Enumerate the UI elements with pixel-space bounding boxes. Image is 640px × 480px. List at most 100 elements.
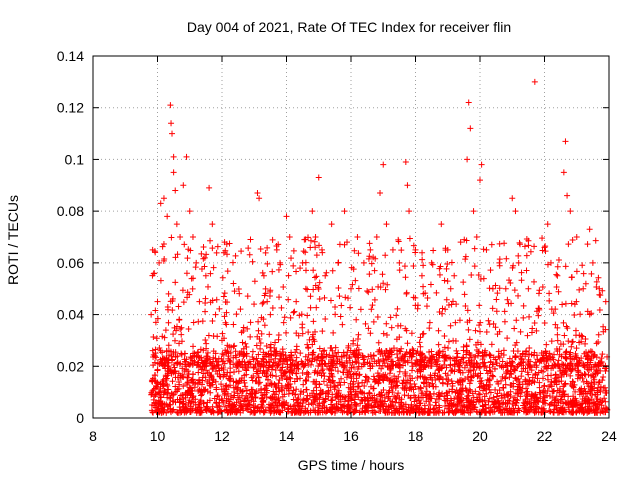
data-point xyxy=(224,342,231,349)
data-point xyxy=(362,409,369,416)
data-point xyxy=(234,362,241,369)
data-point xyxy=(299,399,306,406)
data-point xyxy=(456,317,463,324)
data-point xyxy=(305,344,312,351)
data-point xyxy=(418,390,425,397)
data-point xyxy=(554,272,561,279)
data-point xyxy=(456,388,463,395)
data-point xyxy=(562,349,569,356)
data-point xyxy=(496,285,503,292)
data-point xyxy=(490,320,497,327)
data-point xyxy=(540,399,547,406)
data-point xyxy=(186,208,193,215)
data-point xyxy=(160,241,167,248)
data-point xyxy=(389,358,396,365)
data-point xyxy=(377,190,384,197)
data-point xyxy=(443,265,450,272)
data-point xyxy=(441,354,448,361)
data-point xyxy=(517,241,524,248)
data-point xyxy=(355,394,362,401)
data-point xyxy=(417,349,424,356)
data-point xyxy=(209,221,216,228)
data-point xyxy=(207,360,214,367)
data-point xyxy=(431,405,438,412)
data-point xyxy=(444,405,451,412)
data-point xyxy=(299,259,306,266)
data-point xyxy=(247,333,254,340)
data-point xyxy=(401,263,408,270)
data-point xyxy=(582,405,589,412)
data-point xyxy=(421,374,428,381)
data-point xyxy=(161,388,168,395)
data-point xyxy=(345,401,352,408)
data-point xyxy=(268,380,275,387)
data-point xyxy=(322,272,329,279)
data-point xyxy=(313,273,320,280)
data-point xyxy=(438,221,445,228)
data-point xyxy=(276,377,283,384)
data-point xyxy=(240,405,247,412)
data-point xyxy=(555,357,562,364)
data-point xyxy=(195,349,202,356)
data-point xyxy=(225,350,232,357)
data-point xyxy=(481,359,488,366)
data-point xyxy=(525,242,532,249)
data-point xyxy=(309,208,316,215)
data-point xyxy=(371,267,378,274)
data-point xyxy=(600,373,607,380)
data-point xyxy=(318,246,325,253)
data-point xyxy=(232,252,239,259)
data-point xyxy=(515,292,522,299)
data-point xyxy=(560,361,567,368)
data-point xyxy=(549,394,556,401)
data-point xyxy=(181,356,188,363)
data-point xyxy=(177,326,184,333)
data-point xyxy=(326,373,333,380)
data-point xyxy=(351,408,358,415)
data-point xyxy=(163,375,170,382)
data-point xyxy=(521,243,528,250)
data-point xyxy=(442,397,449,404)
data-point xyxy=(509,195,516,202)
data-point xyxy=(423,388,430,395)
data-point xyxy=(353,403,360,410)
x-tick-label: 8 xyxy=(89,428,97,444)
data-point xyxy=(589,385,596,392)
data-point xyxy=(460,343,467,350)
data-point xyxy=(531,320,538,327)
data-point xyxy=(264,260,271,267)
data-point xyxy=(224,409,231,416)
data-point xyxy=(240,327,247,334)
data-point xyxy=(468,357,475,364)
data-point xyxy=(593,340,600,347)
data-point xyxy=(489,285,496,292)
data-point xyxy=(320,378,327,385)
data-point xyxy=(263,342,270,349)
data-point xyxy=(602,368,609,375)
data-point xyxy=(304,312,311,319)
data-point xyxy=(249,258,256,265)
data-point xyxy=(383,332,390,339)
data-point xyxy=(498,363,505,370)
data-point xyxy=(388,351,395,358)
data-point xyxy=(466,336,473,343)
data-point xyxy=(523,267,530,274)
data-point xyxy=(424,359,431,366)
data-point xyxy=(223,321,230,328)
data-point xyxy=(241,379,248,386)
data-point xyxy=(436,392,443,399)
data-point xyxy=(164,382,171,389)
data-point xyxy=(386,397,393,404)
data-point xyxy=(337,382,344,389)
data-point xyxy=(329,267,336,274)
data-point xyxy=(506,405,513,412)
data-point xyxy=(329,396,336,403)
data-point xyxy=(476,409,483,416)
data-point xyxy=(564,363,571,370)
data-point xyxy=(419,256,426,263)
data-point xyxy=(532,370,539,377)
data-point xyxy=(597,292,604,299)
data-point xyxy=(310,387,317,394)
data-point xyxy=(305,329,312,336)
data-point xyxy=(174,251,181,258)
